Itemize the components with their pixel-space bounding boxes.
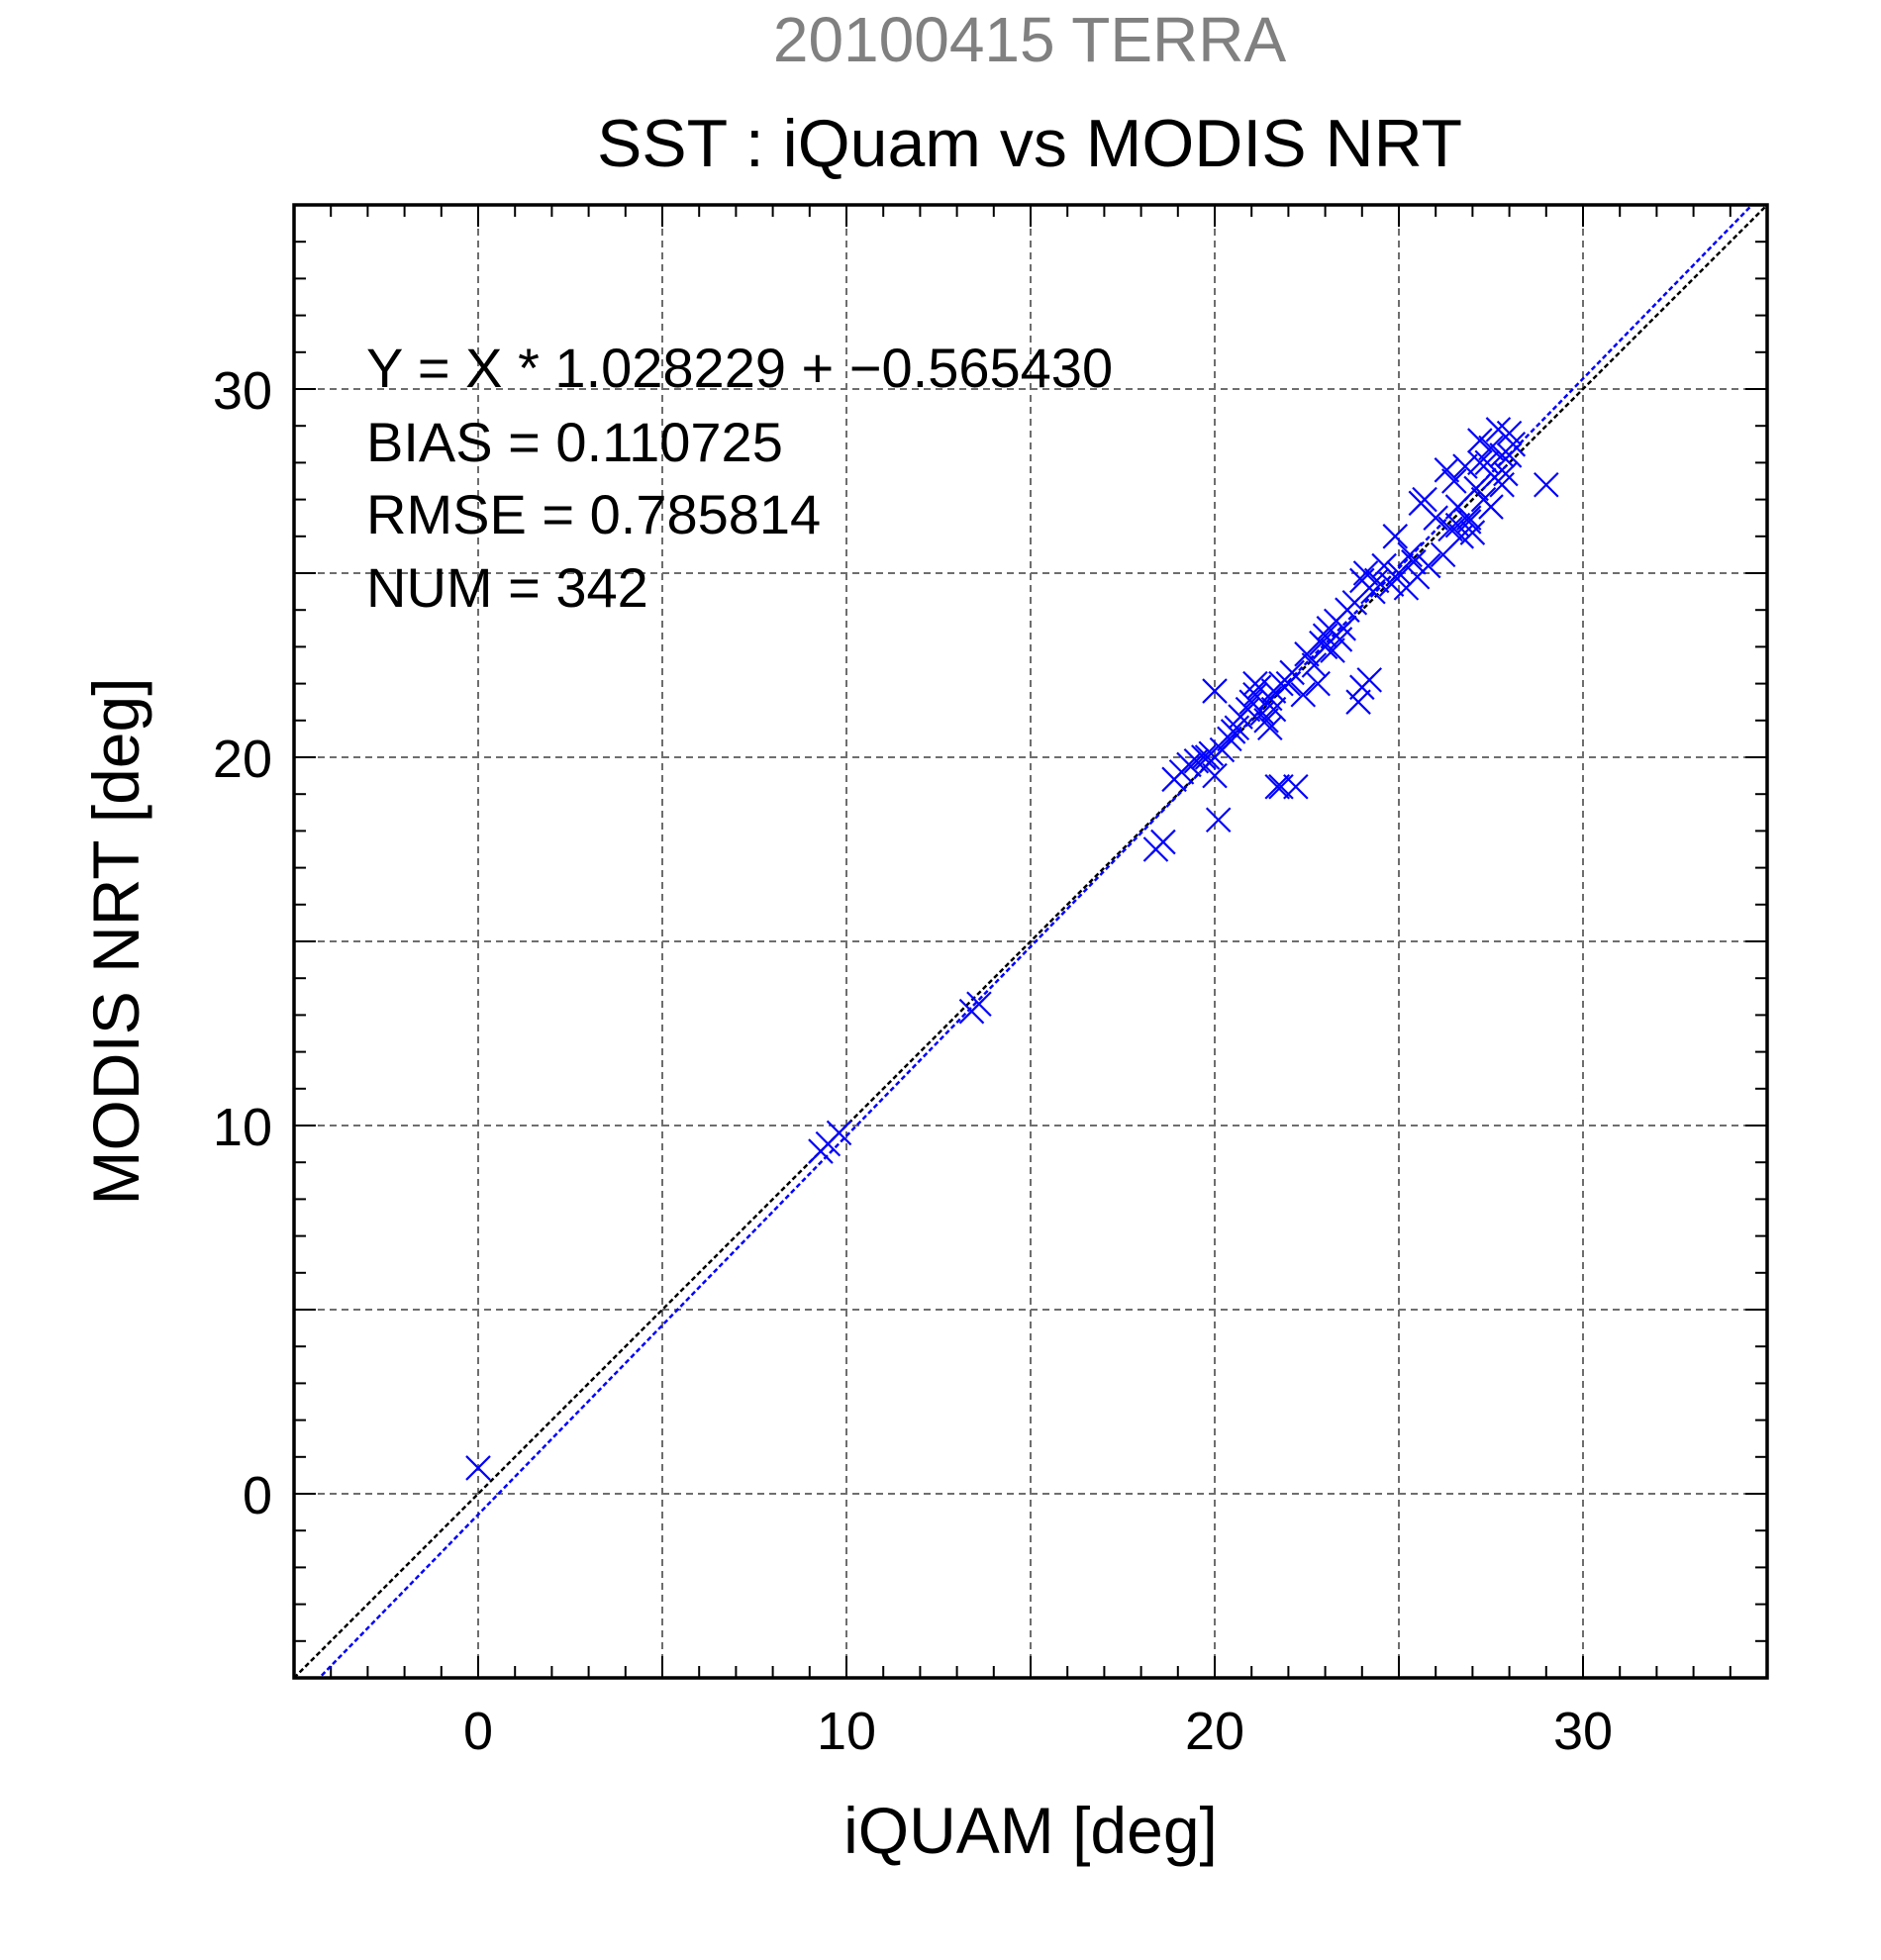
y-axis-label: MODIS NRT [deg] (79, 677, 152, 1205)
chart-supertitle: 20100415 TERRA (773, 4, 1287, 75)
data-point (1437, 516, 1463, 542)
data-point (1283, 773, 1309, 800)
data-point (826, 1120, 852, 1146)
data-point (1534, 471, 1559, 498)
data-point (1345, 689, 1371, 715)
data-point (1260, 696, 1287, 723)
data-point (1444, 512, 1471, 539)
data-point (1205, 807, 1232, 833)
data-point (1478, 435, 1504, 461)
data-point (1275, 670, 1302, 697)
x-tick-label: 30 (1553, 1702, 1613, 1761)
data-point (1459, 520, 1486, 545)
stats-line-bias: BIAS = 0.110725 (366, 411, 783, 473)
data-point (1312, 623, 1338, 649)
data-point (1305, 670, 1331, 697)
data-point (1467, 428, 1493, 453)
stats-line-num: NUM = 342 (366, 556, 648, 619)
data-point (1253, 708, 1279, 734)
data-points (465, 417, 1559, 1481)
data-point (1412, 486, 1437, 513)
plot-frame (292, 203, 1769, 1680)
data-point (1194, 744, 1221, 770)
data-point (1455, 505, 1482, 531)
data-point (1264, 773, 1291, 800)
data-point (1320, 637, 1345, 663)
data-point (1235, 696, 1261, 723)
data-point (1331, 616, 1356, 641)
data-point (1397, 541, 1423, 568)
chart-title: SST : iQuam vs MODIS NRT (597, 106, 1462, 181)
data-point (1268, 773, 1294, 800)
data-point (1290, 681, 1317, 708)
data-point (966, 991, 992, 1018)
data-point (1401, 549, 1427, 575)
data-point (1202, 762, 1228, 789)
stats-annotation: Y = X * 1.028229 + −0.565430 BIAS = 0.11… (366, 337, 1113, 619)
data-point (1434, 457, 1460, 483)
axis-ticks (294, 205, 1767, 1678)
one-to-one-line (294, 205, 1767, 1678)
data-point (1356, 667, 1383, 693)
data-point (465, 1455, 491, 1481)
data-point (1341, 589, 1368, 616)
data-point (1191, 744, 1217, 770)
data-point (1467, 449, 1493, 476)
fit-line (317, 205, 1754, 1678)
data-point (1474, 449, 1501, 476)
data-point (1352, 560, 1379, 586)
data-point (1478, 494, 1504, 520)
data-point (1349, 567, 1375, 594)
data-point (1209, 736, 1236, 763)
y-tick-label: 10 (213, 1098, 272, 1157)
y-tick-label: 0 (243, 1466, 272, 1525)
x-tick-label: 0 (463, 1702, 493, 1761)
data-point (1378, 571, 1405, 597)
x-tick-labels: 0 10 20 30 (463, 1702, 1613, 1761)
data-point (1415, 552, 1441, 579)
data-point (1441, 468, 1467, 494)
data-point (1150, 829, 1176, 855)
data-point (1452, 453, 1478, 479)
data-point (1489, 471, 1515, 498)
data-point (1242, 670, 1268, 697)
data-point (1371, 552, 1397, 579)
y-tick-label: 20 (213, 730, 272, 789)
x-tick-label: 20 (1185, 1702, 1244, 1761)
x-axis-label: iQUAM [deg] (843, 1794, 1218, 1867)
data-point (1382, 524, 1409, 549)
x-tick-label: 10 (817, 1702, 876, 1761)
reference-lines (294, 205, 1767, 1678)
y-tick-label: 30 (213, 361, 272, 421)
data-point (1217, 726, 1242, 752)
y-tick-labels: 0 10 20 30 (213, 361, 272, 1525)
data-point (1496, 442, 1523, 468)
data-point (1220, 719, 1246, 744)
data-point (1176, 751, 1202, 778)
data-point (1423, 505, 1448, 531)
data-point (1202, 678, 1228, 704)
stats-line-rmse: RMSE = 0.785814 (366, 483, 821, 545)
stats-line-fit: Y = X * 1.028229 + −0.565430 (366, 337, 1113, 399)
data-point (1463, 475, 1489, 502)
